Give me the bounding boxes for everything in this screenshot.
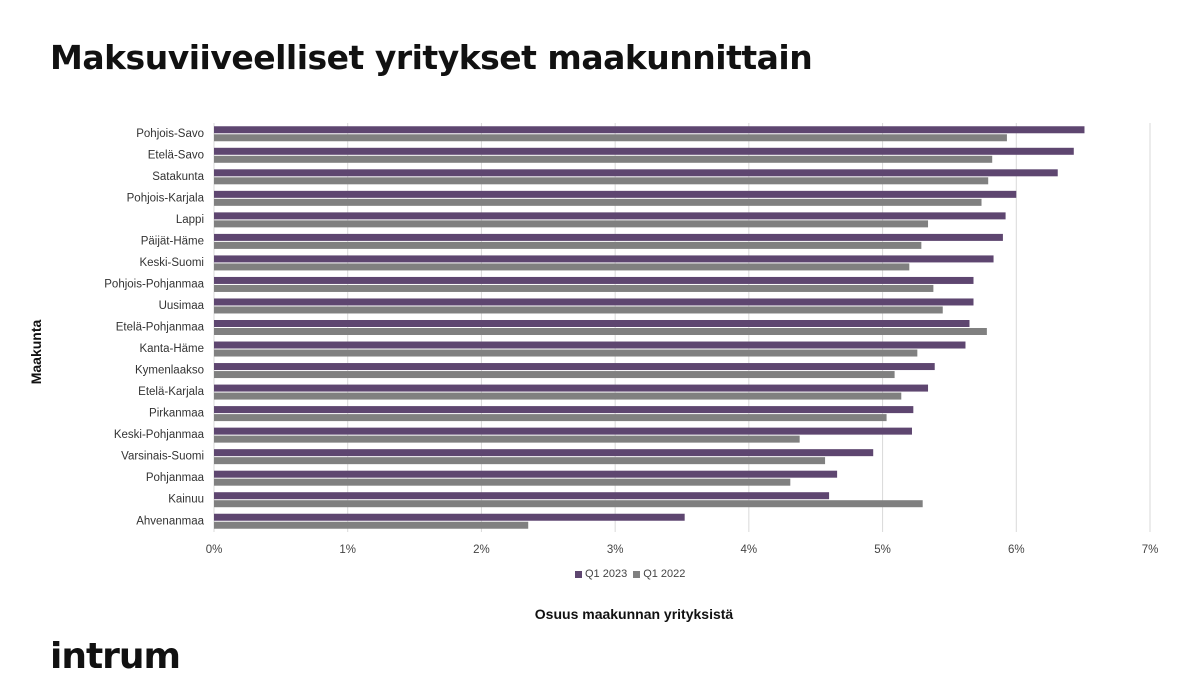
bar-q1-2023 bbox=[214, 384, 929, 392]
bar-q1-2022 bbox=[214, 392, 902, 400]
legend-swatch-q1-2022 bbox=[633, 570, 641, 578]
bar-q1-2022 bbox=[214, 263, 910, 271]
category-label: Pohjois-Savo bbox=[136, 128, 204, 140]
category-label: Kanta-Häme bbox=[139, 343, 204, 355]
bar-q1-2023 bbox=[214, 470, 838, 478]
category-label: Kymenlaakso bbox=[135, 365, 204, 377]
bar-q1-2022 bbox=[214, 134, 1007, 142]
bar-q1-2022 bbox=[214, 306, 943, 314]
category-label: Ahvenanmaa bbox=[136, 515, 204, 527]
chart-title: Maksuviiveelliset yritykset maakunnittai… bbox=[50, 38, 813, 77]
bar-q1-2022 bbox=[214, 349, 918, 357]
bar-q1-2022 bbox=[214, 371, 895, 379]
x-tick-label: 5% bbox=[874, 544, 891, 556]
x-tick-label: 0% bbox=[206, 544, 223, 556]
bar-q1-2023 bbox=[214, 363, 935, 371]
bar-q1-2023 bbox=[214, 406, 914, 414]
legend-item-q1-2022: Q1 2022 bbox=[633, 568, 685, 580]
bar-q1-2023 bbox=[214, 169, 1058, 177]
y-axis-title: Maakunta bbox=[28, 319, 44, 385]
category-label: Pohjois-Pohjanmaa bbox=[104, 278, 204, 290]
bar-q1-2023 bbox=[214, 427, 912, 435]
bar-q1-2023 bbox=[214, 212, 1006, 220]
bar-q1-2022 bbox=[214, 241, 922, 249]
bar-q1-2023 bbox=[214, 341, 966, 349]
intrum-logo: intrum bbox=[50, 636, 181, 677]
legend-item-q1-2023: Q1 2023 bbox=[575, 568, 627, 580]
bar-q1-2022 bbox=[214, 500, 923, 508]
category-label: Keski-Pohjanmaa bbox=[114, 429, 205, 441]
bar-q1-2023 bbox=[214, 126, 1085, 134]
legend-label-q1-2022: Q1 2022 bbox=[643, 568, 686, 580]
bar-q1-2023 bbox=[214, 492, 830, 500]
bar-q1-2023 bbox=[214, 449, 874, 457]
category-label: Lappi bbox=[176, 214, 204, 226]
category-label: Päijät-Häme bbox=[141, 235, 204, 247]
bar-q1-2022 bbox=[214, 220, 929, 228]
legend-label-q1-2023: Q1 2023 bbox=[585, 568, 628, 580]
bar-q1-2022 bbox=[214, 414, 887, 422]
x-axis-title: Osuus maakunnan yrityksistä bbox=[534, 606, 734, 622]
bar-q1-2022 bbox=[214, 478, 791, 486]
bar-q1-2023 bbox=[214, 513, 685, 521]
x-tick-label: 2% bbox=[473, 544, 490, 556]
bar-q1-2022 bbox=[214, 457, 826, 465]
bar-q1-2022 bbox=[214, 177, 989, 185]
bar-q1-2022 bbox=[214, 155, 993, 163]
bar-q1-2023 bbox=[214, 320, 970, 327]
bar-q1-2023 bbox=[214, 298, 974, 306]
bar-q1-2023 bbox=[214, 147, 1074, 155]
x-tick-label: 4% bbox=[741, 544, 758, 556]
bar-q1-2023 bbox=[214, 255, 994, 263]
category-label: Etelä-Pohjanmaa bbox=[116, 322, 205, 334]
category-label: Etelä-Karjala bbox=[138, 386, 204, 398]
category-label: Pohjois-Karjala bbox=[127, 192, 205, 204]
x-tick-label: 3% bbox=[607, 544, 624, 556]
bar-q1-2023 bbox=[214, 233, 1003, 241]
bar-q1-2022 bbox=[214, 435, 800, 443]
category-label: Satakunta bbox=[152, 171, 204, 183]
x-tick-label: 1% bbox=[339, 544, 356, 556]
legend: Q1 2023 Q1 2022 bbox=[575, 568, 691, 580]
category-label: Keski-Suomi bbox=[139, 257, 204, 269]
bar-q1-2022 bbox=[214, 521, 529, 529]
category-label: Varsinais-Suomi bbox=[121, 451, 204, 463]
category-label: Kainuu bbox=[168, 494, 204, 506]
bar-q1-2022 bbox=[214, 284, 934, 292]
legend-swatch-q1-2023 bbox=[575, 570, 582, 578]
bar-q1-2023 bbox=[214, 276, 974, 284]
x-tick-label: 6% bbox=[1008, 544, 1025, 556]
category-label: Uusimaa bbox=[159, 300, 205, 312]
category-label: Pirkanmaa bbox=[149, 408, 205, 420]
x-tick-label: 7% bbox=[1142, 544, 1159, 556]
category-label: Pohjanmaa bbox=[146, 472, 205, 484]
bar-q1-2022 bbox=[214, 328, 987, 335]
bar-q1-2023 bbox=[214, 190, 1017, 198]
bar-q1-2022 bbox=[214, 198, 982, 206]
category-label: Etelä-Savo bbox=[148, 149, 204, 161]
